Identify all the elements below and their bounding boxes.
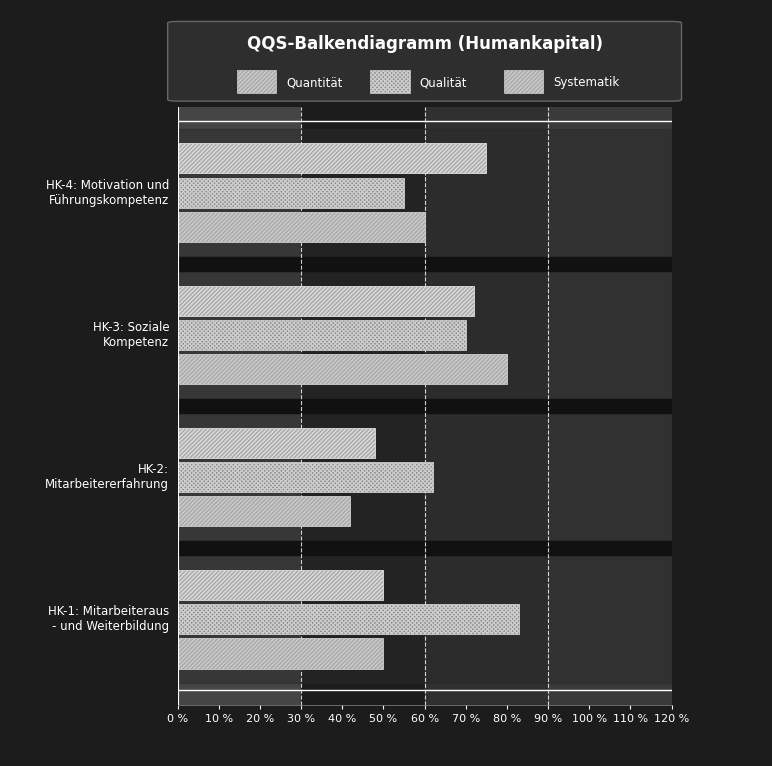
Bar: [178, 143, 486, 173]
FancyBboxPatch shape: [237, 70, 276, 93]
Bar: [178, 570, 384, 601]
Bar: [178, 541, 672, 555]
FancyBboxPatch shape: [168, 21, 682, 101]
Bar: [178, 413, 672, 541]
FancyBboxPatch shape: [371, 70, 410, 93]
Bar: [178, 399, 672, 413]
Text: Qualität: Qualität: [420, 77, 467, 89]
Bar: [178, 129, 672, 257]
FancyBboxPatch shape: [503, 70, 543, 93]
Bar: [178, 354, 507, 384]
Bar: [178, 604, 520, 634]
Text: Systematik: Systematik: [553, 77, 619, 89]
Bar: [178, 211, 425, 242]
Bar: [425, 107, 548, 705]
Text: QQS-Balkendiagramm (Humankapital): QQS-Balkendiagramm (Humankapital): [246, 35, 603, 54]
Bar: [178, 286, 474, 316]
Bar: [178, 555, 672, 683]
Bar: [178, 257, 672, 271]
Bar: [178, 320, 466, 350]
Bar: [178, 428, 375, 458]
Bar: [178, 639, 384, 669]
Bar: [178, 496, 350, 526]
Bar: [301, 107, 425, 705]
Bar: [178, 462, 433, 492]
Bar: [178, 178, 404, 208]
Bar: [178, 107, 301, 705]
Bar: [548, 107, 672, 705]
Bar: [178, 271, 672, 399]
Text: Quantität: Quantität: [286, 77, 343, 89]
